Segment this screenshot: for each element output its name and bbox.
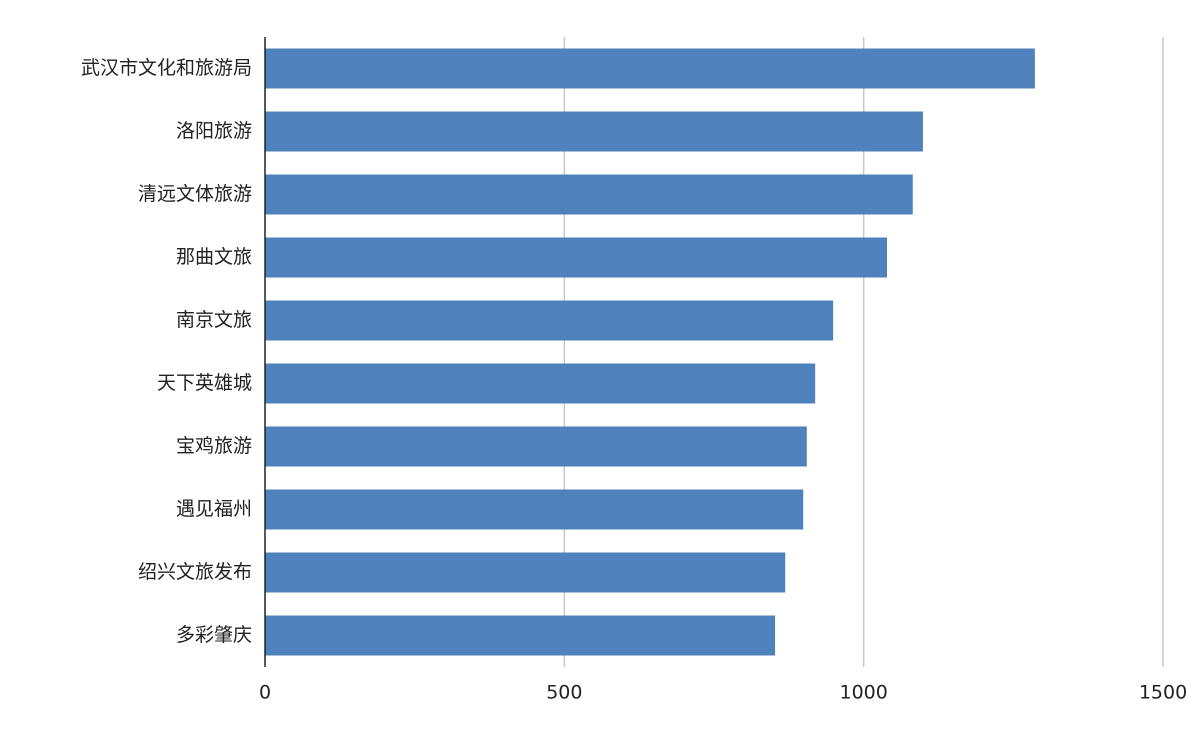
- y-tick-label: 武汉市文化和旅游局: [81, 57, 252, 79]
- x-tick-label: 500: [546, 682, 582, 704]
- bar: [265, 426, 807, 467]
- y-tick-label: 绍兴文旅发布: [138, 561, 252, 583]
- x-tick-label: 1500: [1139, 682, 1187, 704]
- bar: [265, 174, 913, 215]
- y-tick-label: 洛阳旅游: [176, 120, 252, 142]
- y-tick-label: 遇见福州: [176, 498, 252, 520]
- bar: [265, 552, 786, 593]
- bar: [265, 48, 1035, 89]
- bar: [265, 615, 776, 656]
- y-tick-label: 南京文旅: [176, 309, 252, 331]
- y-tick-label: 宝鸡旅游: [176, 435, 252, 457]
- y-tick-label: 多彩肇庆: [176, 624, 252, 646]
- bar: [265, 489, 804, 530]
- y-tick-label: 天下英雄城: [157, 372, 252, 394]
- y-tick-label: 那曲文旅: [176, 246, 252, 268]
- bar: [265, 237, 888, 278]
- x-tick-label: 1000: [839, 682, 887, 704]
- bar: [265, 111, 923, 152]
- y-tick-label: 清远文体旅游: [138, 183, 252, 205]
- bar: [265, 300, 834, 341]
- bar: [265, 363, 816, 404]
- x-tick-label: 0: [259, 682, 271, 704]
